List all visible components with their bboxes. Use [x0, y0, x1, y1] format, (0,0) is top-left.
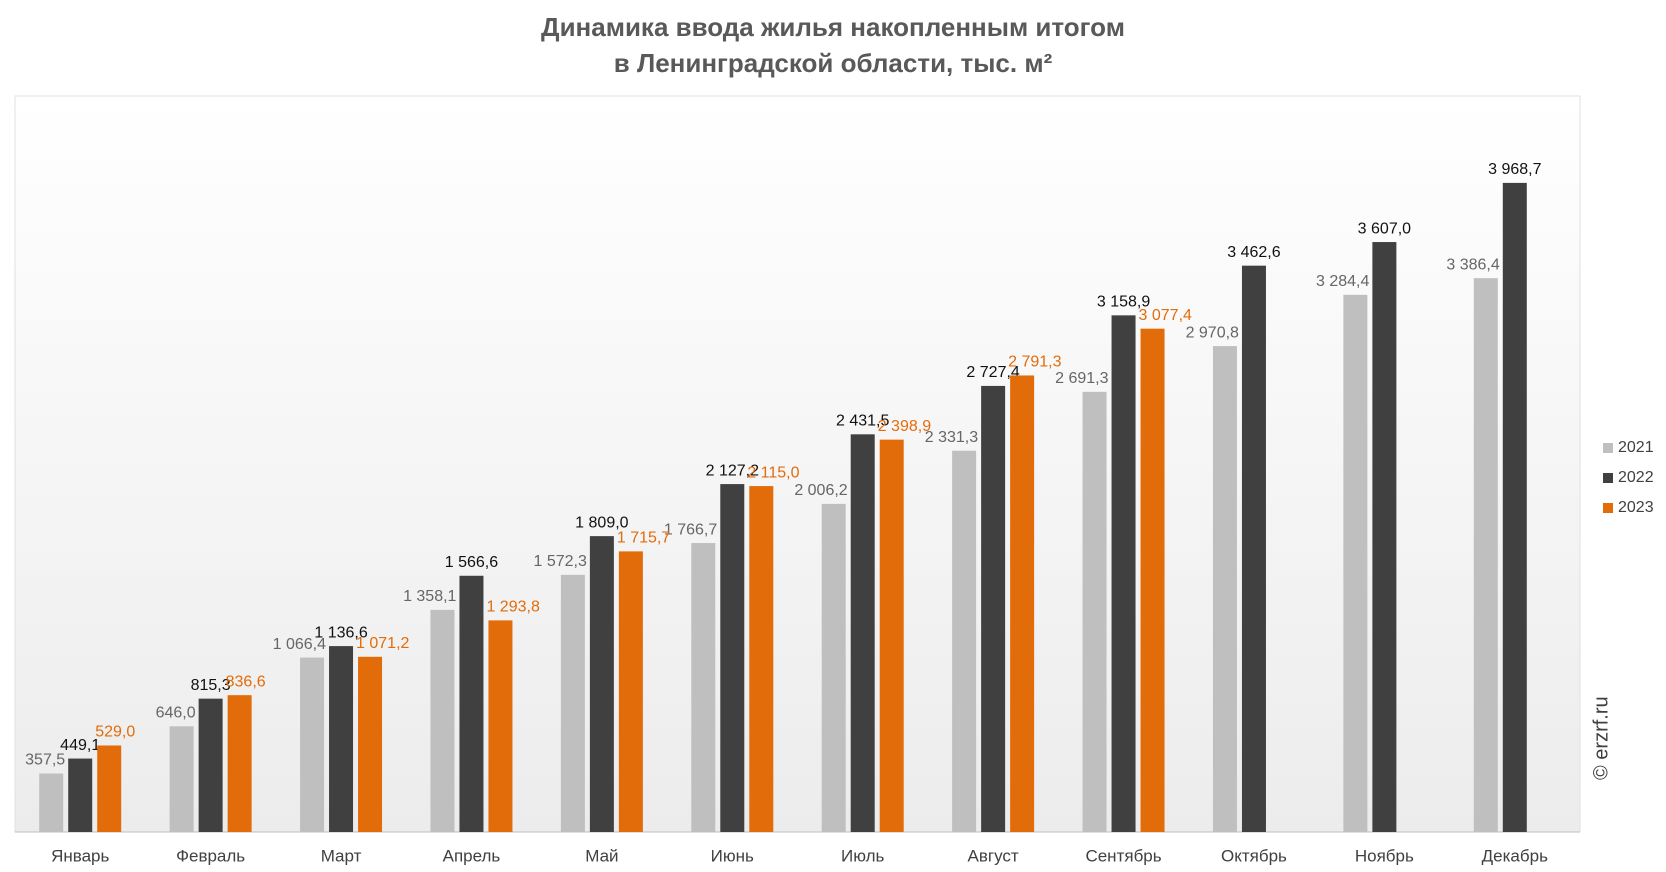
bar: [981, 385, 1006, 832]
value-label: 1 136,6: [314, 624, 367, 641]
bar: [952, 450, 977, 832]
value-label: 2 727,4: [966, 364, 1019, 381]
x-tick-label: Ноябрь: [1355, 846, 1414, 865]
plot-area: [14, 95, 1581, 833]
x-tick-label: Февраль: [176, 846, 245, 865]
x-tick-label: Январь: [51, 846, 109, 865]
bar: [1082, 391, 1107, 832]
bar: [300, 657, 325, 832]
bar: [169, 726, 194, 832]
value-label: 836,6: [226, 673, 266, 690]
value-label: 357,5: [25, 752, 65, 769]
x-tick-label: Октябрь: [1221, 846, 1287, 865]
value-label: 3 462,6: [1227, 244, 1280, 261]
value-label: 2 127,2: [706, 462, 759, 479]
bar: [1212, 346, 1237, 832]
bar: [749, 486, 774, 832]
value-label: 1 566,6: [445, 554, 498, 571]
bar: [1343, 294, 1368, 833]
legend-swatch: [1603, 503, 1613, 513]
bar: [589, 536, 614, 832]
bar: [1111, 315, 1136, 832]
value-label: 449,1: [60, 737, 100, 754]
value-label: 3 077,4: [1139, 307, 1192, 324]
value-label: 1 809,0: [575, 514, 628, 531]
bar: [850, 434, 875, 832]
bar: [1502, 182, 1527, 832]
value-label: 1 066,4: [273, 636, 326, 653]
value-label: 3 607,0: [1358, 220, 1411, 237]
bar: [1473, 278, 1498, 832]
x-tick-label: Август: [968, 846, 1019, 865]
bar: [488, 620, 513, 832]
bar: [618, 551, 643, 832]
value-label: 2 398,9: [878, 418, 931, 435]
value-label: 1 572,3: [533, 553, 586, 570]
bar: [430, 609, 455, 832]
bar: [720, 484, 745, 832]
value-label: 815,3: [191, 677, 231, 694]
bar: [68, 758, 93, 832]
legend-label: 2021: [1618, 439, 1654, 456]
value-label: 2 691,3: [1055, 370, 1108, 387]
x-tick-label: Апрель: [443, 846, 501, 865]
bar: [39, 773, 64, 832]
value-label: 3 158,9: [1097, 294, 1150, 311]
x-tick-label: Июль: [841, 846, 885, 865]
x-tick-label: Июнь: [711, 846, 754, 865]
value-label: 1 358,1: [403, 588, 456, 605]
legend-swatch: [1603, 473, 1613, 483]
value-label: 1 293,8: [486, 599, 539, 616]
value-label: 3 386,4: [1446, 256, 1499, 273]
value-label: 3 284,4: [1316, 273, 1369, 290]
value-label: 1 766,7: [664, 521, 717, 538]
bar: [691, 543, 716, 832]
x-tick-label: Март: [321, 846, 362, 865]
bar: [879, 439, 904, 832]
value-label: 646,0: [156, 705, 196, 722]
value-label: 529,0: [95, 724, 135, 741]
legend-label: 2023: [1618, 499, 1654, 516]
bar: [1010, 375, 1035, 832]
legend-swatch: [1603, 443, 1613, 453]
watermark: © erzrf.ru: [1590, 696, 1612, 780]
bar: [1140, 328, 1165, 832]
x-tick-label: Май: [585, 846, 618, 865]
bar: [459, 575, 484, 832]
chart-title: Динамика ввода жилья накопленным итогом: [541, 12, 1125, 42]
value-label: 3 968,7: [1488, 161, 1541, 178]
value-label: 1 715,7: [617, 530, 670, 547]
bar: [358, 656, 383, 832]
bar: [1372, 242, 1397, 832]
bar: [1241, 265, 1266, 832]
value-label: 2 791,3: [1008, 354, 1061, 371]
bar: [227, 695, 252, 832]
value-label: 2 331,3: [925, 429, 978, 446]
value-label: 2 431,5: [836, 413, 889, 430]
bar: [97, 745, 122, 832]
value-label: 2 006,2: [794, 482, 847, 499]
bar: [560, 574, 585, 832]
chart-subtitle: в Ленинградской области, тыс. м²: [614, 48, 1053, 78]
value-label: 2 115,0: [747, 464, 799, 481]
value-label: 1 071,2: [356, 635, 409, 652]
x-tick-label: Сентябрь: [1085, 846, 1161, 865]
bar: [821, 503, 846, 832]
value-label: 2 970,8: [1186, 324, 1239, 341]
x-tick-label: Декабрь: [1482, 846, 1548, 865]
legend-label: 2022: [1618, 469, 1654, 486]
bar: [198, 698, 223, 832]
bar: [329, 646, 354, 832]
